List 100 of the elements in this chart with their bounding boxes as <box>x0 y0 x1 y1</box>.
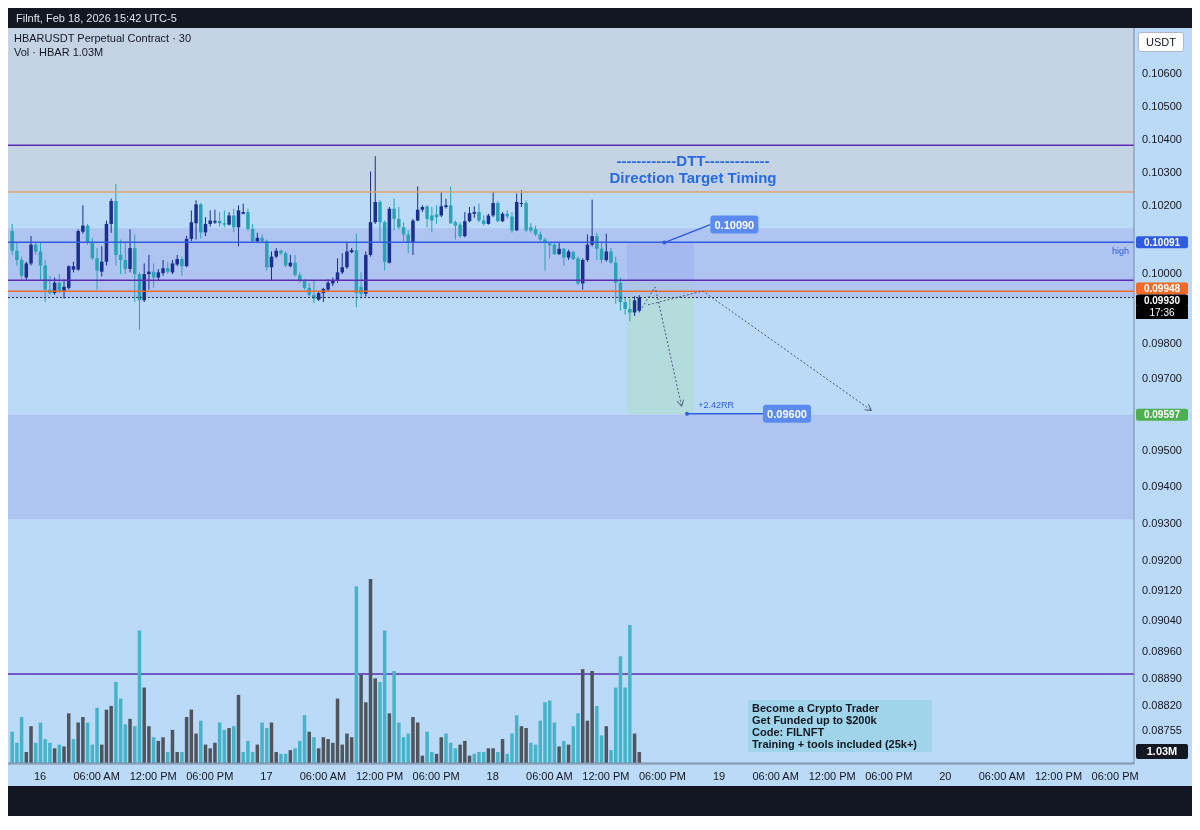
candlestick <box>232 208 236 233</box>
x-tick-label: 06:00 AM <box>526 769 573 782</box>
candlestick <box>147 254 151 291</box>
candlestick <box>24 261 29 281</box>
bar <box>307 731 311 763</box>
x-tick-label: 18 <box>486 769 499 782</box>
y-tick-label: 0.10091 <box>1143 236 1181 248</box>
annotation: 0.10090 <box>714 218 755 231</box>
y-tick-label: 0.08820 <box>1142 699 1182 712</box>
x-tick-label: 06:00 PM <box>1091 769 1139 782</box>
y-tick-label: 0.09040 <box>1142 614 1182 627</box>
candlestick <box>95 247 99 291</box>
bar <box>29 726 33 763</box>
candlestick <box>453 220 458 241</box>
y-tick-label: 0.09700 <box>1142 372 1182 385</box>
candlestick <box>279 249 283 256</box>
y-tick-label: 0.09120 <box>1142 584 1182 597</box>
candlestick <box>397 206 401 230</box>
candlestick <box>491 191 495 218</box>
bar <box>406 733 410 763</box>
bar <box>543 702 547 763</box>
x-tick-label: 12:00 PM <box>582 769 630 782</box>
bar <box>562 740 566 763</box>
candlestick <box>345 242 349 270</box>
candlestick <box>392 198 396 231</box>
candlestick <box>604 233 609 263</box>
y-tick-label: 0.10600 <box>1142 67 1182 80</box>
bar <box>411 717 415 763</box>
y-axis-title: USDT <box>1138 32 1184 52</box>
bar <box>576 713 580 763</box>
x-tick-label: 12:00 PM <box>1035 769 1083 782</box>
x-tick-label: 17 <box>260 769 273 782</box>
bar <box>180 751 184 763</box>
candlestick <box>180 256 184 277</box>
candlestick <box>109 198 113 234</box>
annotation: Become a Crypto Trader <box>752 702 881 714</box>
x-tick-label: 19 <box>712 769 726 782</box>
y-tick-label: 0.08960 <box>1142 644 1182 657</box>
bar <box>477 751 481 763</box>
chart-title: HBARUSDT Perpetual Contract · 30 <box>14 32 192 44</box>
y-tick-label: 0.10500 <box>1142 99 1182 112</box>
bar <box>279 753 283 763</box>
candlestick <box>590 199 594 247</box>
candlestick <box>128 228 132 273</box>
candlestick <box>595 232 599 261</box>
candlestick <box>373 155 377 225</box>
bar <box>95 707 99 763</box>
candlestick <box>340 252 344 275</box>
text: 17:36 <box>1136 306 1188 320</box>
x-tick-label: 06:00 PM <box>865 769 913 782</box>
candlestick <box>472 205 477 219</box>
chart-title: Vol · HBAR 1.03M <box>14 46 104 58</box>
bar <box>232 726 236 763</box>
x-tick-label: 12:00 PM <box>129 769 177 782</box>
bar <box>166 751 170 763</box>
x-tick-label: 06:00 PM <box>186 769 234 782</box>
annotation: +2.42RR <box>698 400 735 410</box>
x-tick-label: 06:00 AM <box>752 769 799 782</box>
y-tick-label: 0.10000 <box>1142 267 1182 280</box>
candlestick <box>496 200 500 223</box>
y-tick-label: 0.09948 <box>1143 282 1181 294</box>
y-tick-label: 0.09500 <box>1142 443 1182 456</box>
y-tick-label: 0.09200 <box>1142 554 1182 567</box>
x-tick-label: 16 <box>33 769 47 782</box>
candlestick <box>312 280 316 304</box>
x-tick-label: 12:00 PM <box>808 769 856 782</box>
bar <box>595 705 599 763</box>
candlestick <box>100 245 104 277</box>
candlestick <box>628 298 632 322</box>
y-tick-label: 0.08755 <box>1142 724 1182 737</box>
candlestick <box>463 211 467 238</box>
candlestick <box>293 254 297 277</box>
bar <box>491 748 495 763</box>
candlestick <box>378 199 382 244</box>
bar <box>312 737 316 763</box>
candlestick <box>246 208 250 232</box>
candlestick <box>411 218 415 256</box>
annotation: ------------DTT------------- <box>615 152 771 169</box>
candlestick <box>151 262 156 289</box>
annotation: 0.09600 <box>767 407 807 420</box>
annotation: Code: FILNFT <box>752 726 826 738</box>
x-tick-label: 12:00 PM <box>356 769 404 782</box>
y-tick-label: 0.10200 <box>1142 199 1182 212</box>
y-tick-label: 0.09300 <box>1142 516 1182 529</box>
y-tick-label: 0.09597 <box>1143 409 1181 421</box>
y-tick-label: 0.10300 <box>1142 165 1182 178</box>
bar <box>227 728 231 763</box>
candlestick <box>15 242 19 267</box>
bar <box>161 737 165 763</box>
bar <box>529 742 533 763</box>
candlestick <box>557 242 561 256</box>
annotation: Direction Target Timing <box>608 169 778 186</box>
candlestick <box>260 233 264 244</box>
candlestick <box>510 211 514 234</box>
y-tick-label: 0.10400 <box>1142 132 1182 145</box>
candlestick <box>38 242 43 282</box>
x-tick-label: 06:00 AM <box>299 769 347 782</box>
bar <box>496 751 500 763</box>
chart-subtitle: Filnft, Feb 18, 2026 15:42 UTC-5 <box>15 11 178 26</box>
bar <box>109 705 113 763</box>
